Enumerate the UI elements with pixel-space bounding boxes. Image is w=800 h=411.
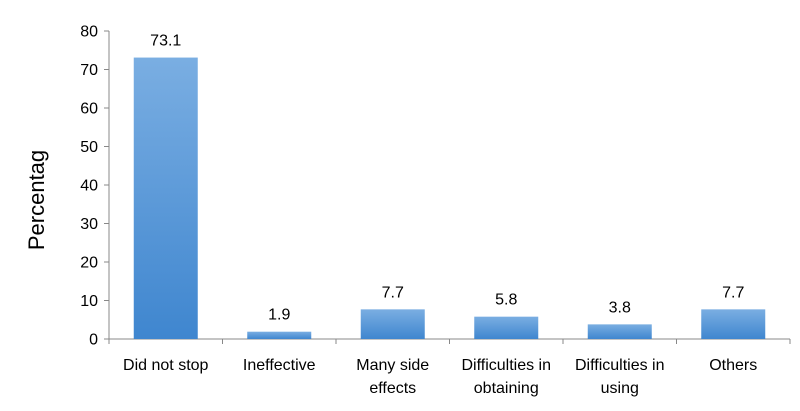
bars bbox=[133, 57, 766, 339]
y-tick-label: 10 bbox=[80, 293, 98, 310]
category-label: obtaining bbox=[474, 380, 539, 397]
data-label: 3.8 bbox=[609, 299, 631, 316]
bar bbox=[247, 331, 312, 339]
y-tick-label: 40 bbox=[80, 178, 98, 195]
category-label: Did not stop bbox=[123, 357, 208, 374]
y-tick-label: 0 bbox=[89, 332, 98, 349]
y-tick-label: 80 bbox=[80, 24, 98, 41]
data-label: 73.1 bbox=[150, 33, 181, 50]
category-label: Many side bbox=[356, 357, 429, 374]
category-label: effects bbox=[369, 380, 416, 397]
data-label: 5.8 bbox=[495, 292, 517, 309]
category-label: using bbox=[601, 380, 639, 397]
y-axis-title: Percentag bbox=[24, 150, 49, 250]
y-tick-label: 20 bbox=[80, 255, 98, 272]
category-label: Difficulties in bbox=[575, 357, 665, 374]
category-labels: Did not stop Ineffective Many side effects D… bbox=[123, 357, 757, 397]
data-label: 1.9 bbox=[268, 307, 290, 324]
category-label: Difficulties in bbox=[461, 357, 551, 374]
data-label: 7.7 bbox=[722, 284, 744, 301]
data-labels: 73.1 1.9 7.7 5.8 3.8 7.7 bbox=[150, 33, 744, 324]
bar bbox=[133, 57, 198, 339]
y-tick-label: 30 bbox=[80, 216, 98, 233]
y-tick-label: 70 bbox=[80, 62, 98, 79]
bar bbox=[587, 324, 652, 339]
x-axis bbox=[108, 338, 791, 344]
bar bbox=[360, 309, 425, 339]
y-tick-label: 50 bbox=[80, 139, 98, 156]
category-label: Others bbox=[709, 357, 757, 374]
y-tick-label: 60 bbox=[80, 101, 98, 118]
bar bbox=[701, 309, 766, 339]
y-axis: 0 10 20 30 40 50 60 70 80 bbox=[80, 24, 110, 349]
bar bbox=[474, 316, 539, 339]
data-label: 7.7 bbox=[382, 284, 404, 301]
category-label: Ineffective bbox=[243, 357, 316, 374]
